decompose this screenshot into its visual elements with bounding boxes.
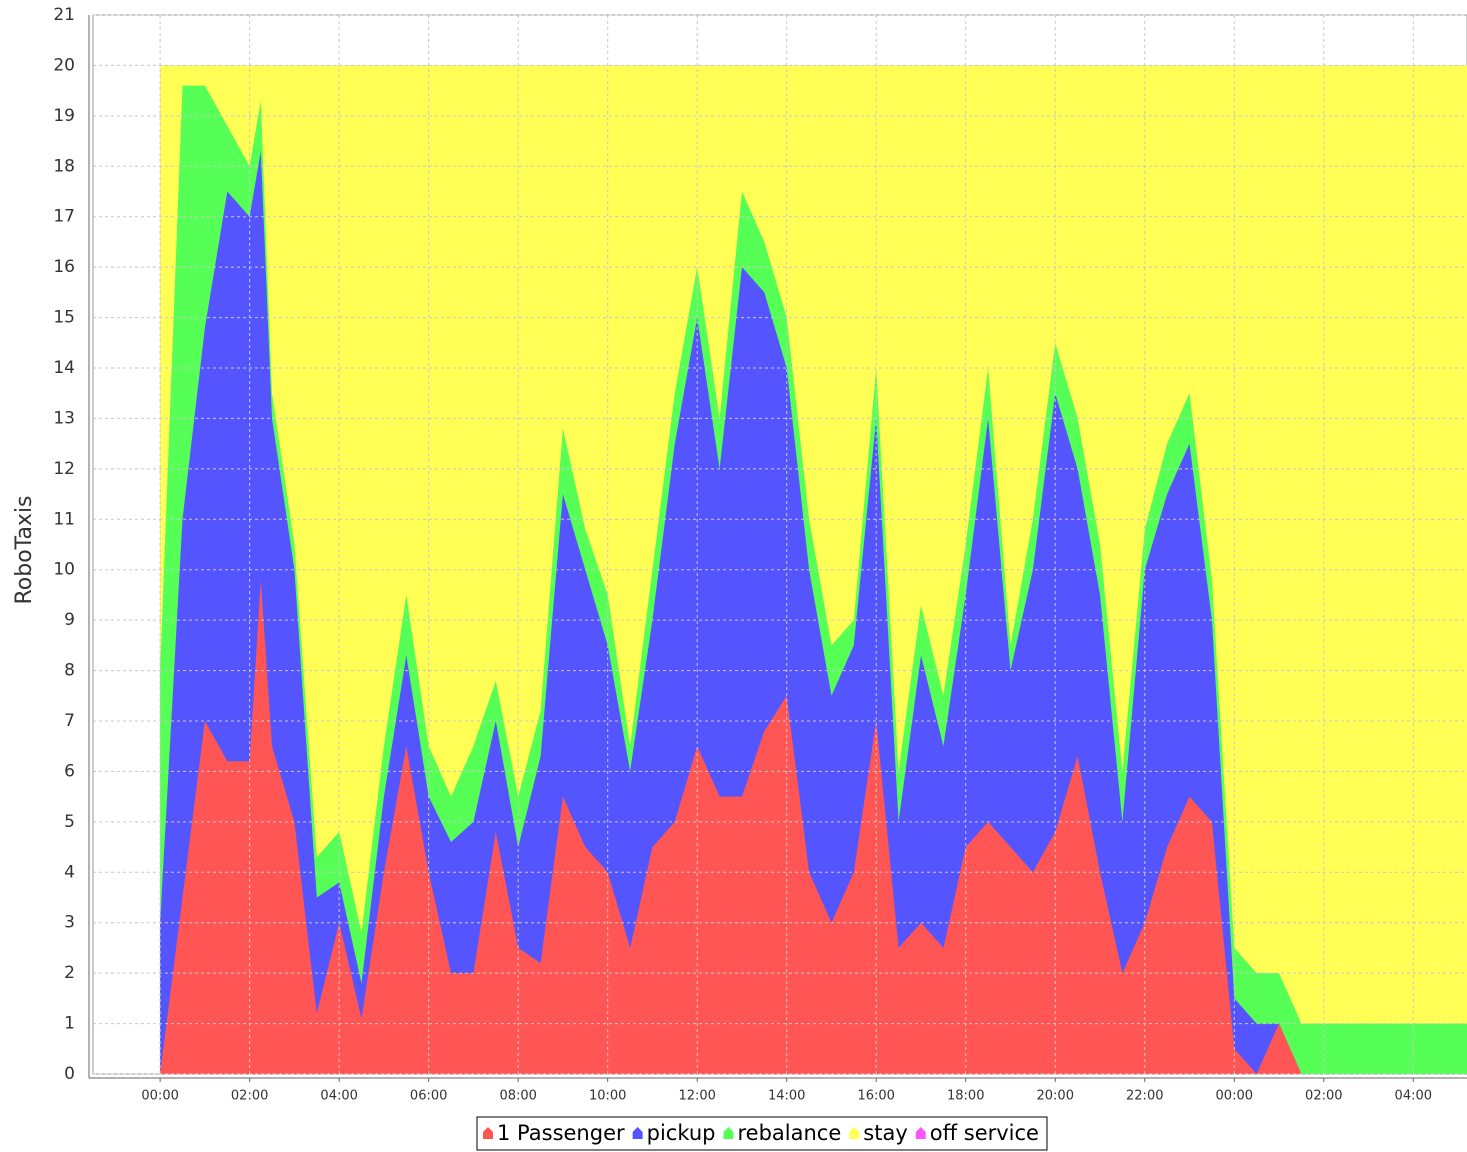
legend-swatch [849, 1127, 860, 1139]
x-tick-label: 02:00 [231, 1089, 268, 1104]
y-tick-label: 6 [64, 761, 75, 781]
x-tick-label: 04:00 [1395, 1089, 1432, 1104]
y-tick-label: 18 [53, 156, 75, 176]
y-tick-label: 15 [53, 308, 75, 328]
x-tick-label: 16:00 [857, 1089, 894, 1104]
y-tick-label: 5 [64, 812, 75, 832]
area [160, 579, 1467, 1074]
y-tick-label: 3 [64, 913, 75, 933]
legend-label: 1 Passenger [497, 1121, 625, 1145]
y-tick-label: 17 [53, 207, 75, 227]
y-tick-label: 14 [53, 358, 75, 378]
x-tick-label: 06:00 [410, 1089, 447, 1104]
y-tick-label: 9 [64, 610, 75, 630]
legend-label: rebalance [738, 1121, 842, 1145]
y-tick-label: 8 [64, 661, 75, 681]
y-tick-label: 19 [53, 106, 75, 126]
legend-swatch [632, 1127, 643, 1139]
y-tick-label: 20 [53, 55, 75, 75]
x-tick-label: 20:00 [1037, 1089, 1074, 1104]
y-tick-label: 16 [53, 257, 75, 277]
x-tick-label: 14:00 [768, 1089, 805, 1104]
legend-box [476, 1116, 1048, 1151]
x-tick-label: 08:00 [499, 1089, 536, 1104]
y-tick-label: 1 [64, 1014, 75, 1034]
x-tick-label: 22:00 [1126, 1089, 1163, 1104]
x-tick-label: 12:00 [678, 1089, 715, 1104]
y-tick-label: 10 [53, 560, 75, 580]
y-tick-label: 13 [53, 408, 75, 428]
grid [93, 14, 1467, 1075]
legend-label: off service [930, 1121, 1039, 1145]
legend-swatch [723, 1127, 734, 1139]
y-tick-label: 0 [64, 1064, 75, 1084]
y-tick-label: 11 [53, 509, 75, 529]
x-tick-label: 02:00 [1305, 1089, 1342, 1104]
legend-label: pickup [647, 1121, 716, 1145]
area [160, 151, 1467, 1074]
legend-swatch [483, 1127, 493, 1139]
x-tick-label: 18:00 [947, 1089, 984, 1104]
y-tick-label: 21 [53, 5, 75, 25]
legend-label: stay [863, 1121, 907, 1145]
y-axis-label: RoboTaxis [12, 495, 37, 604]
x-tick-label: 00:00 [1216, 1089, 1253, 1104]
y-tick-label: 12 [53, 459, 75, 479]
y-tick-label: 2 [64, 963, 75, 983]
y-tick-label: 7 [64, 711, 75, 731]
x-tick-label: 04:00 [320, 1089, 357, 1104]
x-tick-label: 10:00 [589, 1089, 626, 1104]
legend-swatch [915, 1127, 926, 1139]
x-tick-label: 00:00 [141, 1089, 178, 1104]
y-tick-label: 4 [64, 862, 75, 882]
legend: 1 Passenger pickup rebalance stay off servic… [476, 1116, 1048, 1151]
